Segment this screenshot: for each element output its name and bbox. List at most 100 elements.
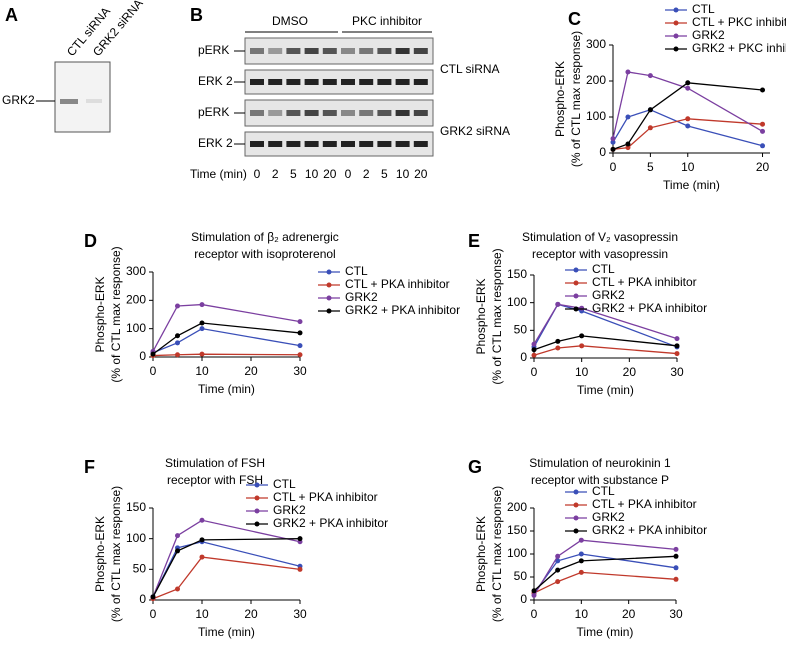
band: [413, 79, 428, 85]
x-tick-label: 20: [623, 365, 637, 379]
legend-marker: [326, 282, 332, 288]
band: [341, 48, 355, 54]
block-label: CTL siRNA: [440, 62, 500, 76]
legend-marker: [573, 515, 579, 521]
row-label: pERK: [198, 105, 229, 119]
band: [413, 48, 428, 54]
y-tick-label: 50: [514, 569, 528, 583]
point: [673, 553, 679, 559]
time-tick: 10: [305, 167, 319, 181]
panel-letter: E: [468, 231, 480, 251]
band: [250, 110, 264, 116]
row-label: pERK: [198, 43, 229, 57]
point: [760, 87, 766, 93]
point: [674, 343, 680, 349]
point: [647, 73, 653, 79]
point: [579, 305, 585, 311]
legend-label: GRK2 + PKA inhibitor: [592, 523, 707, 537]
legend-marker: [254, 521, 260, 527]
point: [578, 569, 584, 575]
legend-label: CTL: [345, 264, 368, 278]
series-line: [533, 345, 678, 356]
row-label: ERK 2: [198, 136, 233, 150]
legend-label: GRK2: [592, 288, 625, 302]
point: [685, 116, 691, 122]
series-line: [152, 353, 301, 357]
band: [286, 141, 301, 147]
point: [760, 143, 766, 149]
legend-label: CTL: [273, 477, 296, 491]
point: [673, 576, 679, 582]
legend-marker: [673, 7, 679, 13]
chart-title: receptor with isoproterenol: [194, 247, 335, 261]
band: [250, 141, 264, 147]
panel-letter: A: [5, 5, 18, 25]
y-tick-label: 0: [139, 592, 146, 606]
legend-marker: [254, 495, 260, 501]
point: [175, 548, 180, 554]
legend-marker: [573, 280, 579, 286]
y-tick-label: 300: [586, 37, 606, 51]
y-tick-label: 100: [507, 546, 527, 560]
point: [625, 69, 631, 75]
point: [555, 345, 561, 351]
legend-label: GRK2 + PKA inhibitor: [273, 516, 388, 530]
point: [150, 351, 156, 357]
legend-label: GRK2: [592, 510, 625, 524]
point: [297, 566, 303, 572]
point: [647, 107, 653, 113]
blot-b: B DMSO PKC inhibitor CTL siRNA GRK2 siRN…: [190, 5, 510, 181]
y-tick-label: 0: [520, 592, 527, 606]
time-label: Time (min): [190, 167, 247, 181]
point: [199, 320, 205, 326]
y-axis-label: Phospho-ERK: [474, 516, 488, 592]
chart-title: receptor with FSH: [167, 473, 263, 487]
legend-label: CTL: [592, 484, 615, 498]
band: [286, 79, 301, 85]
x-axis-label: Time (min): [198, 625, 255, 639]
y-axis-label: (% of CTL max response): [109, 246, 123, 382]
x-tick-label: 10: [195, 364, 209, 378]
band: [377, 48, 392, 54]
band: [377, 141, 392, 147]
x-axis-label: Time (min): [198, 382, 255, 396]
y-tick-label: 150: [507, 267, 527, 281]
point: [531, 592, 537, 598]
x-tick-label: 30: [293, 607, 307, 621]
legend-marker: [573, 293, 579, 299]
band: [268, 79, 283, 85]
point: [531, 347, 537, 353]
band: [286, 110, 301, 116]
point: [199, 351, 205, 357]
point: [610, 136, 616, 142]
band: [395, 48, 410, 54]
group-label: PKC inhibitor: [352, 14, 422, 28]
y-tick-label: 200: [586, 73, 606, 87]
y-axis-label: Phospho-ERK: [93, 516, 107, 592]
legend-marker: [673, 33, 679, 39]
chart-title: receptor with substance P: [531, 473, 669, 487]
band: [60, 99, 78, 104]
point: [297, 352, 303, 358]
point: [175, 352, 180, 358]
x-tick-label: 0: [531, 607, 538, 621]
x-tick-label: 10: [195, 607, 209, 621]
x-tick-label: 20: [244, 364, 258, 378]
legend-label: CTL: [692, 2, 715, 16]
y-tick-label: 100: [126, 531, 146, 545]
point: [531, 352, 537, 358]
series-line: [533, 539, 677, 596]
y-tick-label: 0: [520, 350, 527, 364]
point: [555, 579, 561, 585]
point: [555, 301, 561, 307]
band: [304, 110, 319, 116]
legend-marker: [254, 508, 260, 514]
legend-marker: [326, 295, 332, 301]
point: [578, 558, 584, 564]
time-tick: 0: [345, 167, 352, 181]
series-line: [152, 519, 301, 598]
legend-marker: [673, 20, 679, 26]
point: [685, 80, 691, 86]
y-tick-label: 100: [586, 109, 606, 123]
